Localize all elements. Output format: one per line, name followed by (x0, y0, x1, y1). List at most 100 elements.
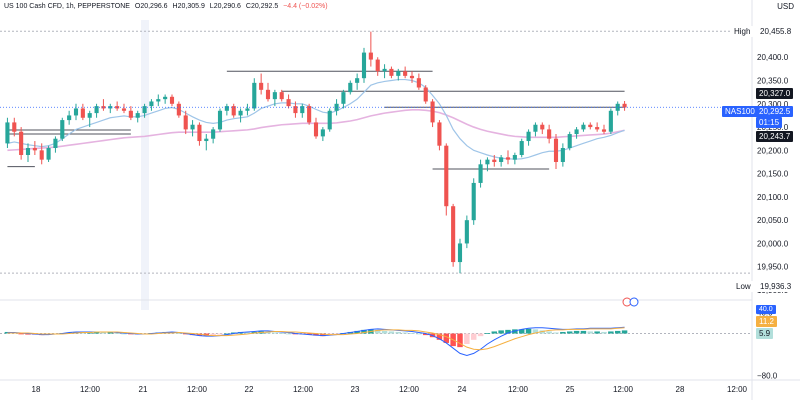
candle-body (492, 159, 497, 162)
high-tag-label: High (731, 26, 754, 37)
candle (403, 66, 408, 79)
candle-body (355, 78, 360, 83)
macd-histogram-bar (409, 333, 415, 334)
candle-body (87, 113, 92, 118)
macd-histogram-bar (93, 331, 100, 334)
candle-body (320, 129, 325, 137)
macd-histogram-bar (553, 332, 559, 334)
candle-body (444, 145, 449, 207)
candle-body (485, 159, 490, 165)
candle-body (547, 129, 552, 139)
candle (115, 101, 120, 111)
candle (622, 101, 627, 111)
macd-signal-line (7, 327, 625, 351)
candle (567, 131, 572, 151)
candle (204, 134, 209, 151)
time-tick-label: 24 (458, 385, 467, 394)
candle-body (588, 124, 593, 128)
candle (67, 110, 72, 125)
macd-histogram-bar (443, 333, 450, 343)
candle-body (519, 141, 524, 155)
macd-histogram-bar (18, 333, 24, 335)
candle (176, 101, 181, 118)
session-highlight (141, 20, 149, 310)
candle-body (560, 148, 565, 162)
candle (430, 99, 435, 128)
macd-histogram-bar (546, 331, 552, 334)
macd-histogram-bar (265, 331, 271, 334)
candle (135, 110, 140, 123)
macd-histogram-bar (381, 330, 388, 334)
candle-body (32, 148, 37, 151)
candle (252, 78, 257, 111)
time-tick-label: 22 (245, 385, 254, 394)
price-tick-label: 20,000.0 (757, 239, 789, 248)
candle (444, 143, 449, 216)
candle-body (286, 99, 291, 107)
candle-body (245, 108, 250, 111)
candle (183, 110, 188, 135)
candle (217, 108, 223, 132)
candle (382, 64, 387, 79)
candle-body (457, 243, 463, 263)
candle (169, 94, 175, 107)
candle-body (615, 103, 620, 111)
macd-histogram-bar (278, 333, 285, 334)
candle (471, 178, 476, 225)
macd-histogram-bar (224, 333, 230, 335)
candle-body (101, 106, 106, 109)
candle (553, 134, 559, 169)
candle (25, 143, 31, 162)
candle (224, 103, 229, 116)
macd-histogram-bar (573, 330, 580, 334)
candle (375, 57, 380, 76)
macd-histogram-bar (539, 330, 546, 334)
last-price-tag: 20,292.5 (756, 106, 794, 117)
candle-body (293, 106, 298, 114)
candle (101, 99, 106, 111)
candle-body (533, 124, 538, 132)
candle (231, 103, 236, 118)
candle-body (307, 106, 312, 123)
candle-body (39, 150, 44, 160)
candle-body (5, 122, 10, 144)
candle (437, 120, 442, 151)
candle (259, 73, 264, 95)
candle-body (567, 134, 572, 149)
macd-histogram-bar (100, 332, 107, 334)
candle-body (217, 110, 223, 130)
candle (361, 47, 367, 83)
level-tag-2: 20,243.7 (756, 131, 794, 142)
candle-body (437, 122, 442, 146)
macd-histogram-bar (176, 333, 182, 334)
time-tick-label: 12:00 (187, 385, 208, 394)
candle-body (348, 82, 353, 93)
candle (505, 150, 511, 165)
event-flag-icon (629, 297, 639, 307)
macd-histogram-bar (66, 332, 72, 334)
candle-body (163, 96, 168, 100)
macd-histogram-bar (402, 332, 408, 334)
candle (19, 127, 24, 160)
candle (46, 145, 51, 162)
macd-histogram-bar (608, 331, 614, 334)
high-tag-value: 20,455.8 (757, 26, 795, 37)
macd-histogram-bar (320, 333, 326, 337)
macd-histogram-bar (614, 330, 621, 334)
candle (574, 127, 579, 139)
macd-histogram-bar (457, 333, 463, 348)
macd-histogram-bar (580, 330, 587, 334)
macd-histogram-bar (498, 330, 504, 334)
macd-histogram-bar (388, 331, 395, 334)
candle (286, 94, 291, 109)
candle-body (341, 92, 346, 104)
candle (190, 120, 195, 137)
candle-body (80, 108, 85, 118)
candle-body (252, 82, 257, 109)
candle-body (25, 148, 31, 155)
candle-body (60, 120, 65, 139)
candle-body (451, 206, 456, 263)
candle-body (574, 129, 579, 135)
candle-body (142, 106, 147, 114)
